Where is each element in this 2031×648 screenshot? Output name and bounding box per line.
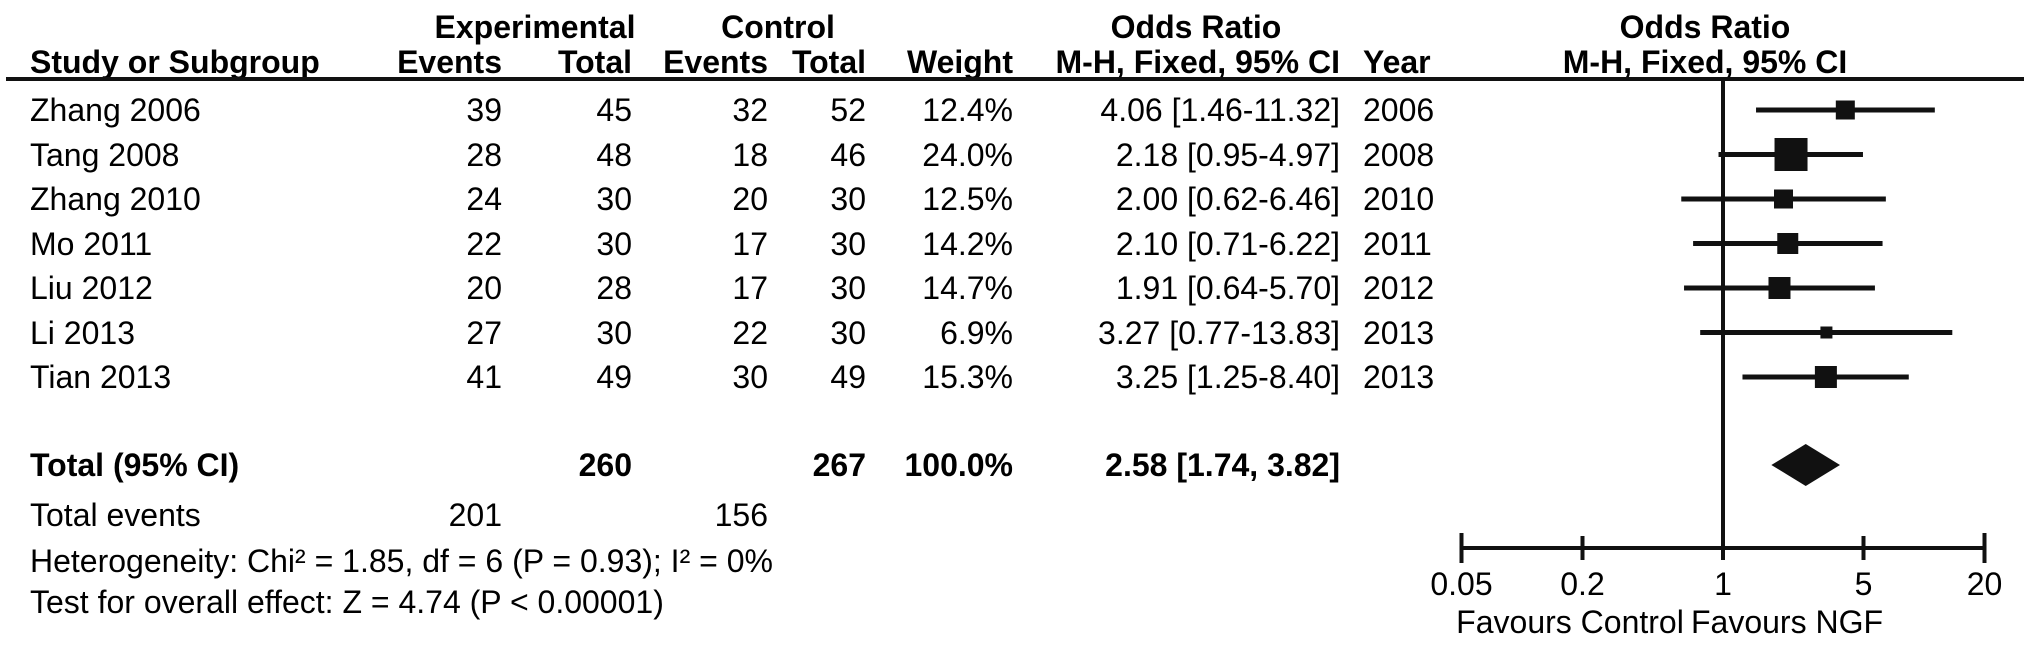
row-4-or-ci: 1.91 [0.64-5.70] [1115,270,1340,306]
header-col-or-method-plot: M-H, Fixed, 95% CI [1562,44,1848,80]
row-6-study-name: Tian 2013 [30,359,172,395]
total-diamond [1771,444,1840,486]
header-col-or-method: M-H, Fixed, 95% CI [1055,44,1341,80]
row-0-or-ci: 4.06 [1.46-11.32] [1100,92,1340,128]
row-5-ctrl-events: 22 [732,314,768,351]
header-col-exp-total: Total [557,44,632,80]
or-square-tang-2008 [1774,138,1808,171]
total-events-exp: 201 [448,497,502,533]
total-ctrl-total: 267 [812,447,866,483]
axis-tick-label-1: 1 [1714,566,1732,602]
row-4-weight: 14.7% [922,270,1013,306]
row-2-ctrl-total: 30 [830,181,866,217]
row-2-weight: 12.5% [922,181,1013,217]
row-2-or-ci: 2.00 [0.62-6.46] [1115,181,1340,217]
row-0-ctrl-total: 52 [830,92,866,128]
or-square-zhang-2010 [1774,189,1794,209]
total-events-label: Total events [30,497,201,533]
row-5-year: 2013 [1363,314,1435,351]
row-0-study-name: Zhang 2006 [30,92,201,128]
or-square-zhang-2006 [1835,100,1855,120]
row-4-exp-events: 20 [466,270,502,306]
row-3-or-ci: 2.10 [0.71-6.22] [1115,225,1340,262]
header-col-study: Study or Subgroup [30,44,320,80]
header-col-ctrl-total: Total [791,44,866,80]
row-2-year: 2010 [1363,181,1435,217]
header-col-exp-events: Events [397,44,502,80]
header-or-title-plot: Odds Ratio [1619,9,1791,45]
row-0-weight: 12.4% [922,92,1013,128]
row-2-exp-total: 30 [596,181,632,217]
header-or-title-left: Odds Ratio [1110,9,1282,45]
header-col-ctrl-events: Events [663,44,768,80]
row-0-exp-total: 45 [596,92,632,128]
or-square-li-2013 [1820,326,1833,339]
row-1-ctrl-events: 18 [732,136,768,173]
row-3-year: 2011 [1363,225,1432,262]
or-square-liu-2012 [1768,277,1791,299]
row-5-ctrl-total: 30 [830,314,866,351]
favours-ngf-label: Favours NGF [1690,604,1884,640]
row-5-weight: 6.9% [940,314,1013,351]
row-0-ctrl-events: 32 [732,92,768,128]
row-3-study-name: Mo 2011 [30,225,153,262]
row-3-exp-events: 22 [466,225,502,262]
header-col-year: Year [1363,44,1431,80]
row-1-weight: 24.0% [922,136,1013,173]
row-3-exp-total: 30 [596,225,632,262]
header-group-experimental: Experimental [434,9,636,45]
heterogeneity-text: Heterogeneity: Chi² = 1.85, df = 6 (P = … [30,543,773,579]
axis-tick-label-20: 20 [1966,566,2003,602]
axis-tick-label-0.05: 0.05 [1430,566,1493,602]
total-weight: 100.0% [904,447,1013,483]
row-6-weight: 15.3% [922,359,1013,395]
row-6-ctrl-total: 49 [830,359,866,395]
header-group-control: Control [721,9,835,45]
row-2-exp-events: 24 [466,181,502,217]
row-1-study-name: Tang 2008 [30,136,180,173]
row-5-study-name: Li 2013 [30,314,135,351]
or-square-tian-2013 [1814,366,1837,388]
row-3-ctrl-events: 17 [732,225,768,262]
row-0-year: 2006 [1363,92,1435,128]
row-1-exp-events: 28 [466,136,502,173]
row-2-study-name: Zhang 2010 [30,181,201,217]
row-1-ctrl-total: 46 [830,136,866,173]
row-6-or-ci: 3.25 [1.25-8.40] [1115,359,1340,395]
row-4-year: 2012 [1363,270,1435,306]
total-exp-total: 260 [578,447,632,483]
total-events-ctrl: 156 [714,497,768,533]
row-4-ctrl-total: 30 [830,270,866,306]
row-4-exp-total: 28 [596,270,632,306]
row-5-or-ci: 3.27 [0.77-13.83] [1098,314,1340,351]
row-0-exp-events: 39 [466,92,502,128]
row-3-ctrl-total: 30 [830,225,866,262]
row-4-study-name: Liu 2012 [30,270,153,306]
row-6-year: 2013 [1363,359,1435,395]
row-6-ctrl-events: 30 [732,359,768,395]
row-6-exp-total: 49 [596,359,632,395]
row-2-ctrl-events: 20 [732,181,768,217]
row-6-exp-events: 41 [466,359,502,395]
axis-tick-label-5: 5 [1854,566,1873,602]
total-row-label: Total (95% CI) [30,447,240,483]
row-5-exp-events: 27 [466,314,502,351]
axis-tick-label-0.2: 0.2 [1560,566,1605,602]
row-1-or-ci: 2.18 [0.95-4.97] [1115,136,1340,173]
total-or-ci: 2.58 [1.74, 3.82] [1105,447,1340,483]
or-square-mo-2011 [1777,233,1799,254]
row-3-weight: 14.2% [922,225,1013,262]
row-4-ctrl-events: 17 [732,270,768,306]
header-col-weight: Weight [906,44,1013,80]
overall-effect-text: Test for overall effect: Z = 4.74 (P < 0… [30,584,664,620]
row-1-exp-total: 48 [596,136,632,173]
favours-control-label: Favours Control [1456,604,1684,640]
row-1-year: 2008 [1363,136,1435,173]
row-5-exp-total: 30 [596,314,632,351]
